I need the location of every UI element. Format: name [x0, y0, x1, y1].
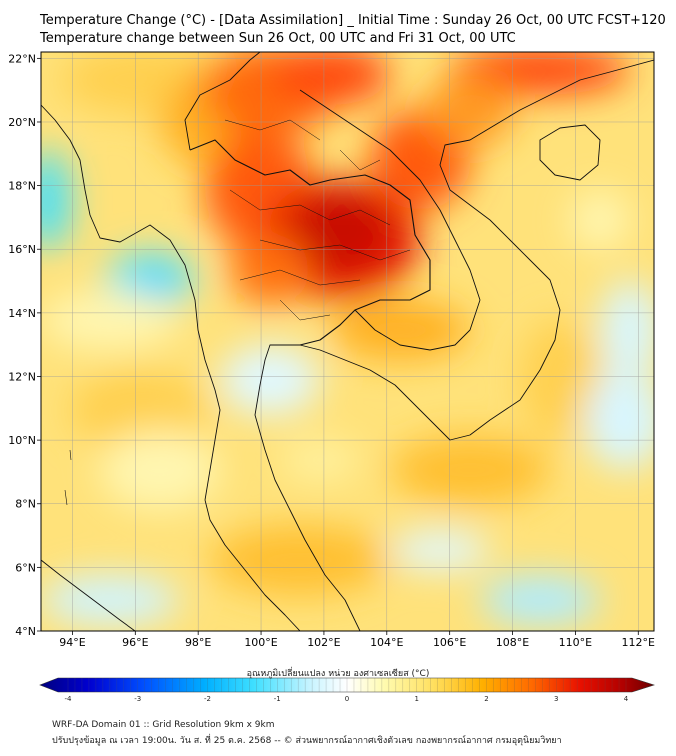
- lat-tick-label: 4°N: [15, 625, 36, 638]
- field-blobs: [41, 52, 654, 625]
- longitude-axis: 94°E 96°E 98°E 100°E 102°E 104°E 106°E 108°E 110…: [59, 631, 655, 649]
- colorbar-tick-label: -1: [274, 695, 281, 703]
- colorbar-tick-label: 4: [624, 695, 629, 703]
- lat-tick-label: 18°N: [8, 180, 36, 193]
- colorbar-ticks: -4 -3 -2 -1 0 1 2 3 4: [65, 695, 629, 703]
- border-laos-vietnam: [299, 89, 481, 301]
- coastlines-borders: [41, 52, 654, 631]
- temperature-field: [41, 52, 654, 631]
- border-myanmar-china: [184, 52, 261, 151]
- lat-tick-label: 16°N: [8, 243, 36, 256]
- colorbar-tick-label: -3: [134, 695, 141, 703]
- colorbar-tick-label: 3: [554, 695, 558, 703]
- lon-tick-label: 98°E: [185, 636, 211, 649]
- lon-tick-label: 102°E: [307, 636, 340, 649]
- lon-tick-label: 96°E: [122, 636, 148, 649]
- lat-tick-label: 22°N: [8, 52, 36, 65]
- internal-boundaries: [224, 119, 411, 321]
- latitude-axis: 22°N 20°N 18°N 16°N 14°N 12°N 10°N 8°N 6°N 4°N: [8, 52, 41, 638]
- colorbar-label: อุณหภูมิเปลี่ยนแปลง หน่วย องศาเซลเซียส (…: [246, 669, 430, 679]
- colorbar-tick-label: -2: [204, 695, 211, 703]
- map-subtitle: Temperature change between Sun 26 Oct, 0…: [40, 31, 516, 46]
- lon-tick-label: 110°E: [559, 636, 592, 649]
- colorbar-tick-label: 0: [345, 695, 349, 703]
- map-title: Temperature Change (°C) - [Data Assimila…: [40, 13, 666, 28]
- coastline-sumatra: [41, 559, 136, 631]
- colorbar-tick-label: -4: [65, 695, 73, 703]
- lat-tick-label: 10°N: [8, 434, 36, 447]
- andaman-islands: [64, 449, 72, 506]
- lat-tick-label: 12°N: [8, 370, 36, 383]
- coastline-gulf-thailand: [254, 59, 654, 631]
- map-frame: [40, 51, 655, 632]
- footer-update-info: ปรับปรุงข้อมูล ณ เวลา 19:00น. วัน ส. ที่…: [52, 736, 562, 746]
- lat-tick-label: 14°N: [8, 307, 36, 320]
- footer-model-info: WRF-DA Domain 01 :: Grid Resolution 9km …: [52, 720, 275, 730]
- coastline-hainan: [539, 124, 601, 181]
- colorbar-tick-label: 1: [415, 695, 419, 703]
- colorbar-divisions: [67, 678, 627, 692]
- coastline-myanmar-west: [41, 104, 221, 501]
- lon-tick-label: 104°E: [370, 636, 403, 649]
- gridlines: [41, 52, 654, 631]
- lon-tick-label: 106°E: [433, 636, 466, 649]
- lon-tick-label: 94°E: [59, 636, 85, 649]
- colorbar: -4 -3 -2 -1 0 1 2 3 4: [39, 677, 655, 703]
- lat-tick-label: 8°N: [15, 498, 36, 511]
- lat-tick-label: 6°N: [15, 561, 36, 574]
- colorbar-tick-label: 2: [484, 695, 488, 703]
- lon-tick-label: 100°E: [244, 636, 277, 649]
- lon-tick-label: 112°E: [622, 636, 655, 649]
- border-cambodia: [354, 299, 481, 351]
- coastline-peninsula-west: [204, 499, 301, 631]
- lat-tick-label: 20°N: [8, 116, 36, 129]
- lon-tick-label: 108°E: [496, 636, 529, 649]
